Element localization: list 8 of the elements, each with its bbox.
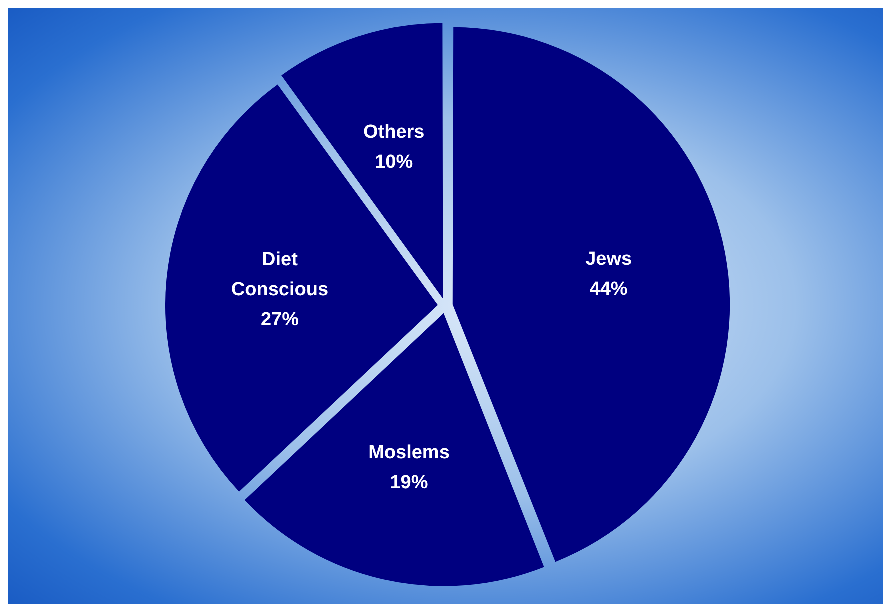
data-label: 19% (390, 472, 428, 494)
data-label: 44% (590, 279, 628, 300)
slice-label: Jews (586, 249, 632, 270)
slice-label: Diet Conscious (231, 250, 329, 301)
data-label: 27% (260, 310, 300, 331)
slice-label: Moslems (368, 442, 450, 464)
slice-label: Others (364, 122, 425, 144)
data-label: 10% (375, 152, 414, 174)
